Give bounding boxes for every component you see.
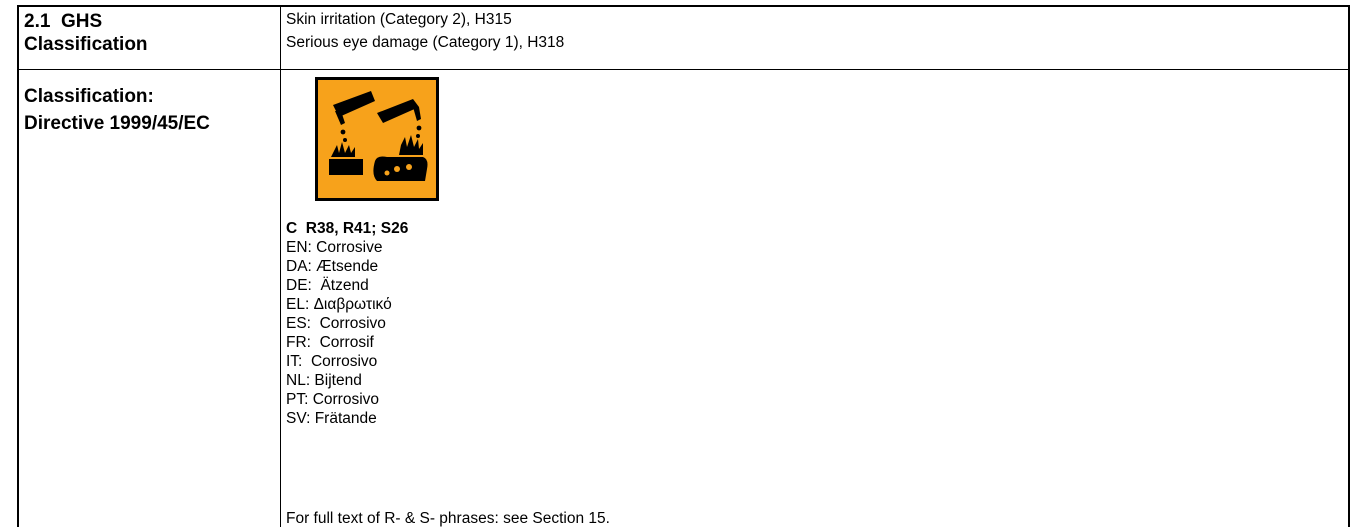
translation-line: DE: Ätzend (286, 277, 369, 294)
translation-line: NL: Bijtend (286, 372, 362, 389)
corrosive-pictogram-icon (315, 77, 439, 201)
ghs-label-line-2: Classification (24, 34, 148, 55)
ghs-label-cell: 2.1 GHS Classification (19, 7, 281, 69)
translation-line: SV: Frätande (286, 410, 377, 427)
translation-line: EL: Διαβρωτικό (286, 296, 392, 313)
classification-table: 2.1 GHS Classification Skin irritation (… (17, 5, 1350, 527)
directive-label-cell: Classification: Directive 1999/45/EC (19, 70, 281, 527)
translation-line: EN: Corrosive (286, 239, 383, 256)
ghs-hazard-line: Skin irritation (Category 2), H315 (286, 11, 512, 28)
directive-classification-row: Classification: Directive 1999/45/EC (19, 70, 1348, 527)
translation-line: FR: Corrosif (286, 334, 374, 351)
translation-line: DA: Ætsende (286, 258, 379, 275)
directive-value-cell: C R38, R41; S26 EN: Corrosive DA: Ætsend… (281, 70, 1348, 527)
footnote-text: For full text of R- & S- phrases: see Se… (286, 510, 610, 527)
directive-label-line-1: Classification: (24, 86, 154, 107)
translation-line: ES: Corrosivo (286, 315, 386, 332)
ghs-value-cell: Skin irritation (Category 2), H315 Serio… (281, 7, 1348, 69)
translation-line: IT: Corrosivo (286, 353, 378, 370)
ghs-label-line-1: 2.1 GHS (24, 11, 103, 32)
risk-safety-code: C R38, R41; S26 (286, 220, 409, 237)
directive-label-line-2: Directive 1999/45/EC (24, 113, 210, 134)
ghs-classification-row: 2.1 GHS Classification Skin irritation (… (19, 7, 1348, 70)
translation-line: PT: Corrosivo (286, 391, 380, 408)
ghs-hazard-line: Serious eye damage (Category 1), H318 (286, 34, 565, 51)
